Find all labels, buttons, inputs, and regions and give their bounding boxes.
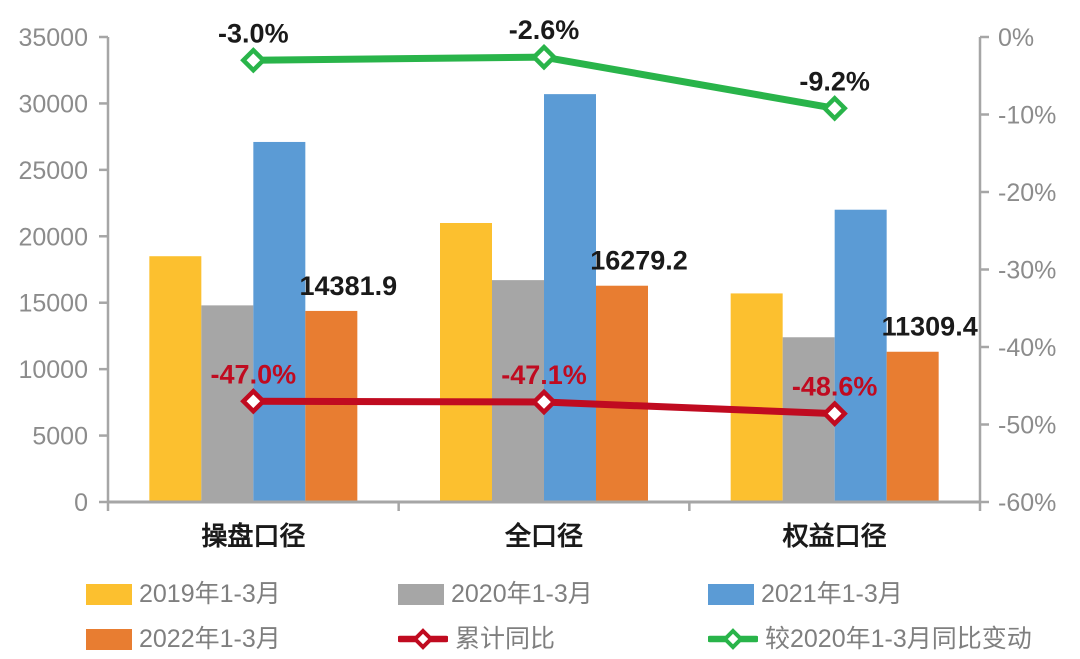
right-axis-tick-label: -60%: [998, 489, 1056, 517]
line-data-label: -3.0%: [218, 18, 289, 48]
legend-item: 2020年1-3月: [398, 577, 593, 611]
bar: [305, 310, 358, 502]
legend-item: 2021年1-3月: [708, 577, 903, 611]
bar-data-label: 14381.9: [300, 271, 398, 301]
line-point-marker: [530, 388, 558, 416]
left-axis-tick-label: 35000: [18, 24, 88, 52]
line-data-label: -2.6%: [509, 15, 580, 45]
line-point-marker: [821, 95, 848, 122]
line-point-marker: [530, 43, 558, 71]
bar-data-label: 16279.2: [590, 246, 688, 276]
legend-swatch: [398, 583, 444, 605]
bar: [544, 94, 596, 502]
legend-item: 2022年1-3月: [86, 622, 281, 656]
legend-line-marker-icon: [398, 628, 448, 650]
bar: [149, 256, 202, 502]
right-axis-tick-label: -50%: [998, 412, 1056, 440]
left-axis-tick-label: 0: [74, 489, 88, 517]
bar: [440, 223, 492, 502]
left-axis-tick-label: 20000: [18, 223, 88, 251]
legend-label: 2021年1-3月: [761, 579, 903, 608]
left-axis-tick-label: 10000: [18, 356, 88, 384]
legend-swatch: [708, 583, 754, 605]
line-data-label: -47.0%: [211, 359, 297, 389]
right-axis-tick-label: -40%: [998, 334, 1056, 362]
bar: [834, 209, 887, 502]
line-point-marker: [821, 400, 848, 427]
legend-swatch: [86, 628, 132, 650]
legend-swatch: [86, 583, 132, 605]
bar: [492, 280, 544, 502]
category-label: 操盘口径: [201, 521, 305, 551]
line-data-label: -47.1%: [501, 360, 587, 390]
legend-line-marker-icon: [708, 628, 758, 650]
left-axis-tick-label: 25000: [18, 157, 88, 185]
right-axis-tick-label: -10%: [998, 102, 1056, 130]
line-point-marker: [240, 47, 267, 74]
right-axis-tick-label: -20%: [998, 179, 1056, 207]
right-axis-tick-label: -30%: [998, 257, 1056, 285]
left-axis-tick-label: 30000: [18, 90, 88, 118]
left-axis-tick-label: 15000: [18, 290, 88, 318]
bar-data-label: 11309.4: [882, 312, 978, 342]
bar: [596, 285, 648, 502]
legend-item: 较2020年1-3月同比变动: [708, 622, 1032, 656]
line-data-label: -9.2%: [799, 66, 870, 96]
legend-item: 累计同比: [398, 622, 555, 656]
line-data-label: -48.6%: [792, 372, 878, 402]
left-axis-tick-label: 5000: [32, 423, 88, 451]
bar: [253, 141, 306, 502]
legend-label: 2020年1-3月: [451, 579, 593, 608]
right-axis-tick-label: 0%: [998, 24, 1034, 52]
legend-diamond-icon: [412, 628, 434, 650]
legend-item: 2019年1-3月: [86, 577, 281, 611]
legend-label: 2019年1-3月: [139, 579, 281, 608]
legend-label: 2022年1-3月: [139, 624, 281, 653]
line-point-marker: [240, 388, 267, 415]
category-label: 全口径: [504, 521, 583, 551]
bar: [886, 351, 939, 502]
bar: [782, 337, 835, 502]
bar: [730, 293, 783, 502]
category-label: 权益口径: [782, 521, 887, 551]
legend-label: 较2020年1-3月同比变动: [765, 624, 1032, 653]
legend-label: 累计同比: [455, 624, 556, 653]
legend-diamond-icon: [722, 628, 744, 650]
